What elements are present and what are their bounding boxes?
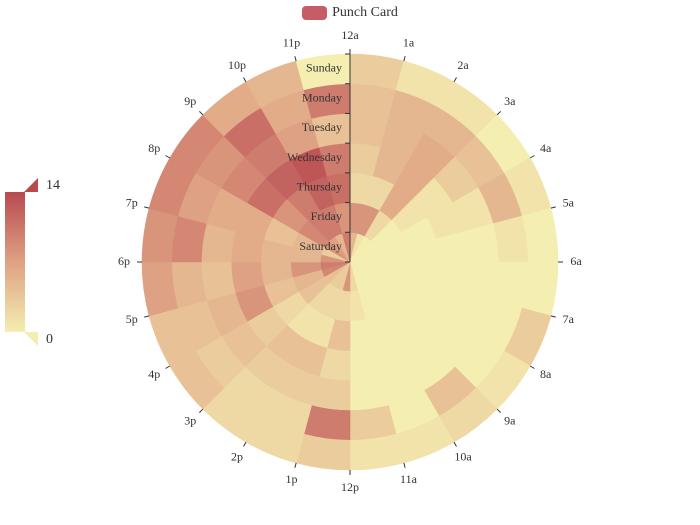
hour-label: 4p (148, 367, 160, 381)
hour-label: 7a (563, 312, 575, 326)
angle-tick (165, 155, 171, 159)
hour-label: 9a (504, 414, 516, 428)
heatmap-cell-monday-11a[interactable] (349, 405, 397, 441)
angle-tick (529, 365, 535, 369)
legend[interactable]: Punch Card (0, 0, 700, 26)
angle-tick (243, 77, 247, 83)
hour-label: 9p (184, 94, 196, 108)
visual-map-max-label: 14 (46, 178, 60, 193)
hour-label: 5a (563, 195, 575, 209)
hour-label: 2a (457, 58, 469, 72)
day-label: Friday (311, 209, 342, 223)
hour-label: 12p (341, 480, 359, 494)
hour-label: 4a (540, 141, 552, 155)
hour-label: 12a (341, 28, 359, 42)
day-label: Monday (302, 90, 342, 104)
angle-tick (294, 56, 297, 62)
heatmap-cell-monday-5p[interactable] (171, 261, 207, 309)
hour-label: 8a (540, 367, 552, 381)
hour-label: 6p (118, 254, 130, 268)
heatmap-cell-monday-6a[interactable] (493, 261, 529, 309)
hour-label: 2p (231, 449, 243, 463)
heatmap-cell-monday-12a[interactable] (349, 83, 397, 119)
angle-tick (529, 155, 535, 159)
angle-tick (243, 441, 247, 447)
heatmap-cells (141, 53, 559, 471)
day-label: Sunday (306, 61, 342, 75)
hour-label: 1a (403, 35, 415, 49)
angle-tick (403, 462, 406, 468)
heatmap-cell-monday-6p[interactable] (171, 215, 207, 263)
angle-tick (496, 408, 501, 413)
angle-tick (199, 408, 204, 413)
angle-tick (165, 365, 171, 369)
angle-tick (403, 56, 406, 62)
legend-swatch (302, 6, 328, 20)
hour-label: 11p (283, 35, 301, 49)
hour-label: 6a (570, 254, 582, 268)
hour-label: 5p (126, 312, 138, 326)
legend-label: Punch Card (332, 5, 398, 20)
angle-tick (144, 315, 150, 318)
hour-label: 3p (184, 414, 196, 428)
angle-tick (144, 206, 150, 209)
hour-label: 7p (126, 195, 138, 209)
hour-label: 3a (504, 94, 516, 108)
day-label: Saturday (299, 239, 342, 253)
radius-axis: Saturday Friday Thursday Wednesday Tuesday Mo… (287, 53, 351, 263)
day-label: Tuesday (302, 120, 342, 134)
hour-label: 10a (454, 449, 472, 463)
visual-map-min-label: 0 (46, 332, 53, 347)
angle-tick (453, 441, 457, 447)
hour-label: 11a (400, 472, 418, 486)
visual-map-max-handle[interactable] (24, 178, 38, 192)
visual-map[interactable]: 14 0 (0, 170, 80, 360)
angle-tick (294, 462, 297, 468)
heatmap-cell-monday-12p[interactable] (303, 405, 351, 441)
heatmap-cell-monday-5a[interactable] (493, 215, 529, 263)
hour-label: 8p (148, 141, 160, 155)
angle-tick (496, 111, 501, 116)
day-label: Wednesday (287, 150, 342, 164)
angle-axis: 12a 1a 2a 3a 4a 5a 6a 7a 8a 9a 10a 11a 12p 1p 2p 3p 4p 5p… (118, 28, 582, 494)
angle-tick (199, 111, 204, 116)
angle-tick (550, 315, 556, 318)
angle-tick (550, 206, 556, 209)
angle-tick (453, 77, 457, 83)
hour-label: 1p (286, 472, 298, 486)
visual-map-gradient-bar[interactable] (5, 192, 25, 332)
day-label: Thursday (297, 179, 342, 193)
visual-map-min-handle[interactable] (24, 332, 38, 346)
hour-label: 10p (228, 58, 246, 72)
